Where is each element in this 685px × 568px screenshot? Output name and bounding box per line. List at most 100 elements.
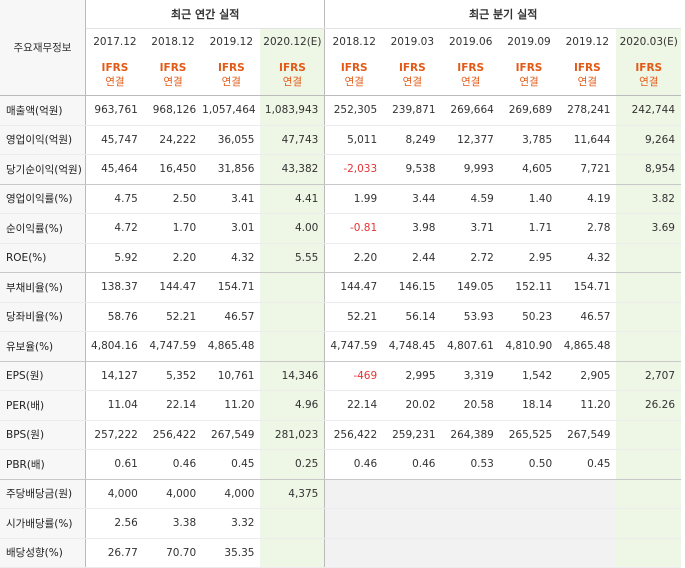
- basis-cell: IFRS 연결: [499, 55, 559, 96]
- table-cell: 3,319: [441, 361, 500, 391]
- table-cell: 2,707: [616, 361, 681, 391]
- table-cell: 9,264: [616, 125, 681, 155]
- table-cell: 4.72: [85, 213, 144, 244]
- period-header-estimate: 2020.12(E): [260, 28, 325, 55]
- table-cell: 152.11: [499, 272, 559, 303]
- basis-cell: IFRS 연결: [383, 55, 442, 96]
- table-cell: 43,382: [260, 154, 325, 185]
- table-cell: [260, 538, 325, 568]
- table-cell: 3.98: [383, 213, 442, 244]
- table-cell: 0.46: [383, 449, 442, 480]
- table-cell: 4,748.45: [383, 331, 442, 362]
- table-cell: 4.32: [202, 243, 261, 273]
- row-label: 주당배당금(원): [0, 479, 86, 509]
- table-cell: 269,664: [441, 95, 500, 126]
- table-cell: 1.71: [499, 213, 559, 244]
- table-cell: 3.69: [616, 213, 681, 244]
- period-header-estimate: 2020.03(E): [616, 28, 681, 55]
- table-cell: 4.32: [558, 243, 617, 273]
- table-cell: 4.59: [441, 184, 500, 214]
- table-cell: 2,995: [383, 361, 442, 391]
- table-row: EPS(원) 14,127 5,352 10,761 14,346 -469 2,995 3,…: [0, 361, 681, 391]
- table-cell: 26.26: [616, 390, 681, 421]
- table-cell: 3.41: [202, 184, 261, 214]
- table-cell: 3,785: [499, 125, 559, 155]
- period-header: 2017.12: [93, 36, 137, 48]
- table-cell: 4.96: [260, 390, 325, 421]
- row-label: PER(배): [0, 390, 86, 421]
- table-cell: 31,856: [202, 154, 261, 185]
- basis-cell: IFRS 연결: [260, 55, 325, 96]
- table-cell: 0.25: [260, 449, 325, 480]
- table-cell: [499, 538, 559, 568]
- table-cell: [616, 479, 681, 509]
- table-cell: 4,810.90: [499, 331, 559, 362]
- table-row: PER(배) 11.04 22.14 11.20 4.96 22.14 20.02 20.58…: [0, 390, 681, 421]
- period-header: 2019.12: [209, 36, 254, 48]
- table-cell: 24,222: [143, 125, 203, 155]
- table-cell: 3.44: [383, 184, 442, 214]
- basis-cell: IFRS 연결: [616, 55, 681, 96]
- table-cell: 968,126: [143, 95, 203, 126]
- consolidated-label: 연결: [105, 76, 125, 88]
- ifrs-label: IFRS: [159, 62, 187, 74]
- table-cell: [324, 538, 384, 568]
- row-label: 영업이익(억원): [0, 125, 86, 155]
- table-cell: 149.05: [441, 272, 500, 303]
- table-row: 매출액(억원) 963,761 968,126 1,057,464 1,083,943 2…: [0, 95, 681, 126]
- table-cell: 154.71: [202, 272, 261, 303]
- table-cell: 36,055: [202, 125, 261, 155]
- table-cell: [383, 508, 442, 539]
- table-cell: 9,993: [441, 154, 500, 185]
- table-cell: 14,127: [85, 361, 144, 391]
- table-cell: 0.45: [558, 449, 617, 480]
- row-label: 매출액(억원): [0, 95, 86, 126]
- table-cell: 4,000: [143, 479, 203, 509]
- consolidated-label: 연결: [221, 76, 241, 88]
- table-cell: [499, 508, 559, 539]
- table-cell: 3.32: [202, 508, 261, 539]
- table-cell: [616, 331, 681, 362]
- table-cell: 50.23: [499, 302, 559, 332]
- table-cell: 269,689: [499, 95, 559, 126]
- table-cell: [441, 538, 500, 568]
- basis-cell: IFRS 연결: [202, 55, 261, 96]
- table-cell: 4,747.59: [143, 331, 203, 362]
- table-row: ROE(%) 5.92 2.20 4.32 5.55 2.20 2.44 2.72 2.95 4.…: [0, 243, 681, 273]
- table-cell: 154.71: [558, 272, 617, 303]
- table-cell: 4,375: [260, 479, 325, 509]
- table-cell: [616, 508, 681, 539]
- table-cell: 56.14: [383, 302, 442, 332]
- table-cell: 5,011: [324, 125, 384, 155]
- table-cell: [616, 538, 681, 568]
- table-cell: [499, 479, 559, 509]
- table-cell: 4,000: [85, 479, 144, 509]
- table-cell: 4.19: [558, 184, 617, 214]
- consolidated-label: 연결: [577, 76, 597, 88]
- table-cell: [324, 479, 384, 509]
- consolidated-label: 연결: [163, 76, 183, 88]
- table-row: 순이익률(%) 4.72 1.70 3.01 4.00 -0.81 3.98 3.71 1.71…: [0, 213, 681, 244]
- table-row: 시가배당률(%) 2.56 3.38 3.32: [0, 508, 681, 539]
- table-cell: [260, 508, 325, 539]
- period-header: 2019.03: [390, 36, 435, 48]
- table-cell: 11.20: [202, 390, 261, 421]
- ifrs-label: IFRS: [515, 62, 543, 74]
- row-label: 영업이익률(%): [0, 184, 86, 214]
- table-cell: 16,450: [143, 154, 203, 185]
- ifrs-label: IFRS: [217, 62, 245, 74]
- table-cell: 0.45: [202, 449, 261, 480]
- table-cell: 46.57: [558, 302, 617, 332]
- consolidated-label: 연결: [461, 76, 481, 88]
- table-cell: 58.76: [85, 302, 144, 332]
- table-cell: 3.01: [202, 213, 261, 244]
- table-cell: 4,865.48: [202, 331, 261, 362]
- table-cell: 1.99: [324, 184, 384, 214]
- table-cell: 281,023: [260, 420, 325, 450]
- table-cell: [558, 508, 617, 539]
- consolidated-label: 연결: [282, 76, 303, 88]
- period-header: 2018.12: [324, 28, 384, 55]
- period-header: 2019.12: [565, 36, 610, 48]
- period-header: 2019.09: [507, 36, 551, 48]
- table-row: 부채비율(%) 138.37 144.47 154.71 144.47 146.15 149…: [0, 272, 681, 303]
